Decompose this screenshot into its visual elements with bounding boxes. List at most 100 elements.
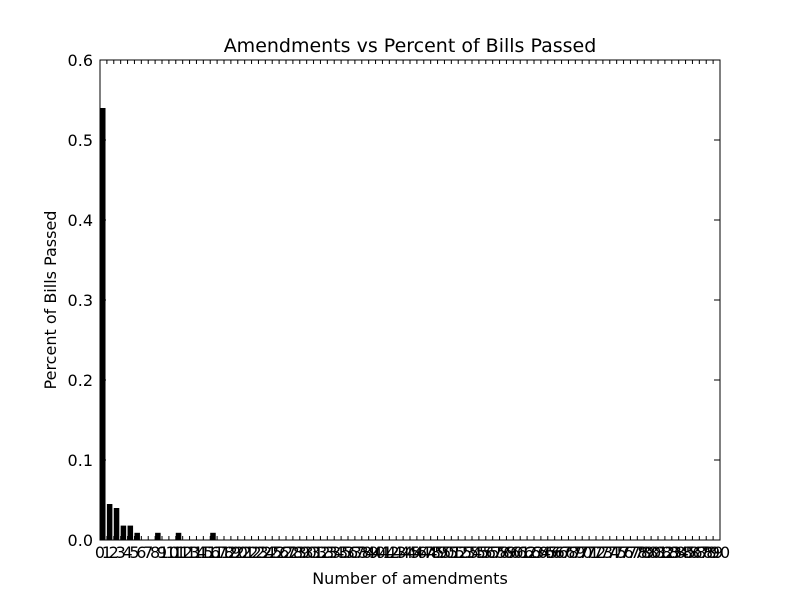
x-tick-label: 38 [352, 543, 372, 562]
x-tick-label: 80 [641, 543, 661, 562]
x-tick-label: 13 [179, 543, 199, 562]
x-tick-label: 48 [420, 543, 440, 562]
x-tick-label: 52 [448, 543, 468, 562]
bar [120, 525, 127, 540]
x-tick-label: 23 [248, 543, 268, 562]
x-tick-label: 68 [558, 543, 578, 562]
x-tick-label: 44 [393, 543, 413, 562]
x-tick-label: 55 [469, 543, 489, 562]
x-tick-label: 65 [538, 543, 558, 562]
x-tick-label: 40 [365, 543, 385, 562]
x-tick-label: 54 [462, 543, 482, 562]
x-tick-label: 78 [627, 543, 647, 562]
x-tick-label: 29 [290, 543, 310, 562]
x-tick-label: 81 [648, 543, 668, 562]
x-tick-label: 59 [496, 543, 516, 562]
x-tick-label: 32 [310, 543, 330, 562]
x-tick-label: 60 [503, 543, 523, 562]
x-tick-label: 45 [400, 543, 420, 562]
x-tick-label: 56 [476, 543, 496, 562]
y-tick-label: 0.2 [68, 371, 93, 390]
x-tick-label: 90 [710, 543, 730, 562]
plot-frame [99, 59, 721, 541]
y-tick-label: 0.5 [68, 131, 93, 150]
x-tick-label: 74 [600, 543, 620, 562]
x-tick-label: 36 [338, 543, 358, 562]
bar [175, 532, 182, 540]
x-tick-label: 87 [689, 543, 709, 562]
x-tick-label: 19 [221, 543, 241, 562]
bar [155, 532, 161, 540]
x-axis-ticks: 0123456789101112131415161718192021222324… [95, 60, 730, 562]
y-tick-label: 0.1 [68, 451, 93, 470]
x-tick-label: 15 [193, 543, 213, 562]
x-tick-label: 21 [234, 543, 254, 562]
x-tick-label: 75 [606, 543, 626, 562]
y-axis-label: Percent of Bills Passed [41, 211, 60, 390]
y-tick-label: 0.0 [68, 531, 93, 550]
x-tick-label: 20 [228, 543, 248, 562]
x-tick-label: 17 [207, 543, 227, 562]
x-tick-label: 46 [407, 543, 427, 562]
bar [134, 532, 140, 540]
x-axis-label: Number of amendments [312, 569, 508, 588]
x-tick-label: 62 [517, 543, 537, 562]
x-tick-label: 71 [579, 543, 599, 562]
chart-title: Amendments vs Percent of Bills Passed [224, 35, 597, 57]
bar [113, 508, 120, 540]
x-tick-label: 86 [682, 543, 702, 562]
x-tick-label: 2 [109, 543, 119, 562]
x-tick-label: 43 [386, 543, 406, 562]
x-tick-label: 39 [358, 543, 378, 562]
x-tick-label: 63 [524, 543, 544, 562]
bar [100, 108, 106, 540]
x-tick-label: 10 [159, 543, 179, 562]
x-tick-label: 49 [427, 543, 447, 562]
bars-group [100, 108, 216, 540]
x-tick-label: 28 [283, 543, 303, 562]
bar [127, 525, 134, 540]
x-tick-label: 89 [703, 543, 723, 562]
x-tick-label: 5 [129, 543, 139, 562]
x-tick-label: 58 [489, 543, 509, 562]
x-tick-label: 12 [172, 543, 192, 562]
x-tick-label: 57 [482, 543, 502, 562]
y-axis-ticks: 0.0 0.1 0.2 0.3 0.4 0.5 0.6 [68, 51, 720, 550]
x-tick-label: 47 [414, 543, 434, 562]
x-tick-label: 27 [276, 543, 296, 562]
x-tick-label: 16 [200, 543, 220, 562]
x-tick-label: 50 [434, 543, 454, 562]
x-tick-label: 51 [441, 543, 461, 562]
x-tick-label: 26 [269, 543, 289, 562]
x-tick-label: 42 [379, 543, 399, 562]
x-tick-label: 35 [331, 543, 351, 562]
x-tick-label: 84 [668, 543, 688, 562]
x-tick-label: 67 [551, 543, 571, 562]
y-tick-label: 0.4 [68, 211, 93, 230]
x-tick-label: 73 [593, 543, 613, 562]
x-tick-label: 88 [696, 543, 716, 562]
x-tick-label: 3 [116, 543, 126, 562]
x-tick-label: 41 [372, 543, 392, 562]
x-tick-label: 53 [455, 543, 475, 562]
x-tick-label: 37 [345, 543, 365, 562]
x-tick-label: 83 [662, 543, 682, 562]
x-tick-label: 70 [572, 543, 592, 562]
x-tick-label: 79 [634, 543, 654, 562]
x-tick-label: 4 [122, 543, 132, 562]
x-tick-label: 61 [510, 543, 530, 562]
x-tick-label: 82 [655, 543, 675, 562]
x-tick-label: 64 [531, 543, 551, 562]
x-tick-label: 9 [157, 543, 167, 562]
x-tick-label: 11 [166, 543, 186, 562]
x-tick-label: 85 [675, 543, 695, 562]
x-tick-label: 34 [324, 543, 344, 562]
x-tick-label: 30 [296, 543, 316, 562]
x-tick-label: 8 [150, 543, 160, 562]
x-tick-label: 69 [565, 543, 585, 562]
x-tick-label: 25 [262, 543, 282, 562]
x-tick-label: 18 [214, 543, 234, 562]
y-tick-label: 0.6 [68, 51, 93, 70]
y-tick-label: 0.3 [68, 291, 93, 310]
